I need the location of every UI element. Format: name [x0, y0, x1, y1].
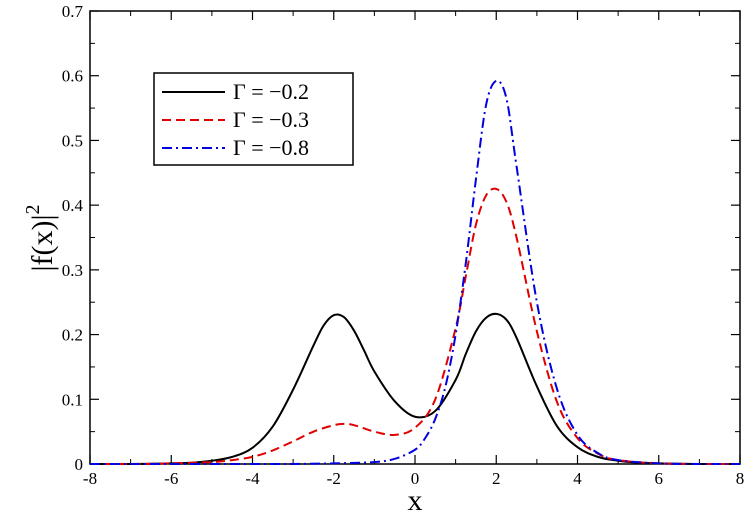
y-tick-label: 0.6	[62, 67, 83, 86]
legend-box	[153, 72, 354, 166]
series-line-1	[89, 312, 741, 466]
data-series	[89, 79, 741, 466]
y-tick-label: 0.4	[62, 196, 84, 215]
y-axis-title: |f(x)|	[26, 215, 59, 272]
y-tick-label: 0.2	[62, 326, 83, 345]
y-tick-label: 0.1	[62, 390, 83, 409]
x-tick-label: -4	[245, 469, 260, 488]
series-line-2	[89, 187, 741, 466]
tick-labels: -8 -6 -4 -2 0 2 4 6 8 0 0.1 0.2 0.3 0.4 0.5 0.6 0.7	[62, 2, 745, 488]
svg-text:|f(x)|2: |f(x)|2	[22, 205, 59, 272]
x-tick-label: 8	[736, 469, 745, 488]
x-tick-label: 0	[411, 469, 420, 488]
x-tick-label: 6	[655, 469, 664, 488]
y-tick-label: 0.3	[62, 261, 83, 280]
y-tick-label: 0	[75, 455, 84, 474]
x-tick-label: 4	[573, 469, 582, 488]
x-tick-label: 2	[492, 469, 501, 488]
legend-label-series-1: Γ = −0.2	[233, 79, 309, 104]
y-tick-label: 0.5	[62, 131, 83, 150]
x-axis-title: x	[408, 484, 423, 512]
series-line-3	[89, 79, 741, 466]
legend-label-series-2: Γ = −0.3	[233, 107, 309, 132]
y-axis-title-superscript: 2	[22, 205, 44, 215]
x-tick-label: -2	[327, 469, 341, 488]
y-axis-title-group: |f(x)|2	[22, 205, 59, 272]
y-tick-label: 0.7	[62, 2, 84, 21]
legend: Γ = −0.2 Γ = −0.3 Γ = −0.8	[153, 72, 354, 166]
legend-label-series-3: Γ = −0.8	[233, 135, 309, 160]
x-tick-label: -8	[83, 469, 97, 488]
x-tick-label: -6	[164, 469, 178, 488]
